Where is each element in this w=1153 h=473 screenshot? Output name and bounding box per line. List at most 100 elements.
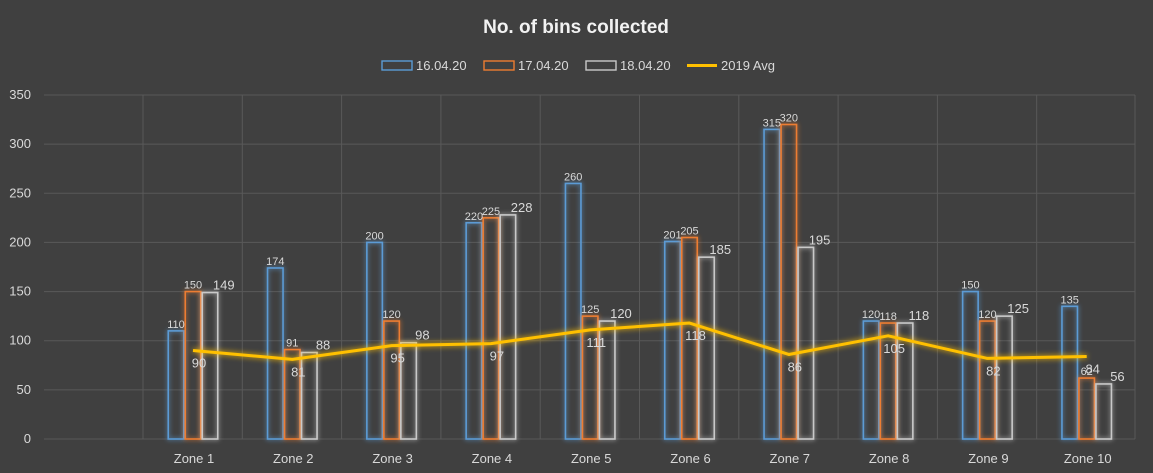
- line-data-label: 97: [490, 349, 504, 364]
- y-tick-label: 250: [9, 185, 31, 200]
- data-label: 120: [382, 309, 400, 321]
- line-data-label: 111: [586, 335, 606, 350]
- bar-17.04.20: [283, 348, 301, 440]
- x-category-label: Zone 10: [1064, 451, 1112, 466]
- data-label: 125: [581, 304, 599, 316]
- data-label: 120: [610, 306, 632, 321]
- data-label: 150: [961, 280, 979, 292]
- legend-item: 16.04.20: [381, 58, 467, 73]
- line-data-label: 86: [788, 359, 802, 374]
- data-label: 91: [286, 338, 298, 350]
- data-label: 118: [908, 308, 929, 323]
- bar-16.04.20: [961, 290, 979, 440]
- bar-16.04.20: [564, 182, 582, 440]
- bar-18.04.20: [1095, 383, 1113, 440]
- y-tick-label: 0: [24, 431, 31, 446]
- bar-16.04.20: [167, 330, 185, 440]
- data-label: 110: [167, 319, 185, 331]
- legend-item: 18.04.20: [585, 58, 671, 73]
- bar-18.04.20: [499, 214, 517, 440]
- data-label: 62: [1081, 366, 1093, 378]
- legend-label: 17.04.20: [518, 58, 569, 73]
- bar-17.04.20: [978, 320, 996, 440]
- data-label: 260: [564, 171, 582, 183]
- data-label: 185: [709, 242, 731, 257]
- y-tick-label: 300: [9, 136, 31, 151]
- data-label: 220: [465, 211, 483, 223]
- x-category-label: Zone 9: [968, 451, 1008, 466]
- legend-swatch: [585, 60, 617, 71]
- bar-17.04.20: [879, 322, 897, 440]
- bar-17.04.20: [184, 290, 202, 440]
- bar-18.04.20: [400, 341, 418, 440]
- bar-18.04.20: [995, 315, 1013, 440]
- data-label: 174: [266, 256, 284, 268]
- x-category-label: Zone 2: [273, 451, 313, 466]
- data-label: 201: [663, 229, 681, 241]
- bar-17.04.20: [383, 320, 401, 440]
- line-data-label: 95: [390, 351, 404, 366]
- data-label: 228: [511, 200, 533, 215]
- bar-16.04.20: [366, 241, 384, 440]
- y-tick-label: 50: [17, 382, 31, 397]
- data-label: 135: [1061, 294, 1079, 306]
- y-tick-label: 150: [9, 284, 31, 299]
- labels-layer: Zone 1 Zone 2 Zone 3 Zone 4 Zone 5 Zone 6 Zone…: [167, 112, 1124, 466]
- data-label: 200: [365, 230, 383, 242]
- line-data-label: 84: [1085, 361, 1099, 376]
- bar-17.04.20: [482, 217, 500, 440]
- data-label: 125: [1007, 301, 1029, 316]
- legend-label: 18.04.20: [620, 58, 671, 73]
- line-2019 Avg: [192, 321, 1087, 361]
- bar-18.04.20: [697, 256, 716, 440]
- legend-swatch: [483, 60, 515, 71]
- bar-17.04.20: [780, 123, 798, 440]
- data-label: 205: [680, 226, 698, 238]
- bar-17.04.20: [1078, 377, 1096, 440]
- x-category-label: Zone 4: [472, 451, 512, 466]
- y-tick-label: 350: [9, 87, 31, 102]
- legend-label: 16.04.20: [416, 58, 467, 73]
- y-tick-label: 200: [9, 234, 31, 249]
- bar-16.04.20: [663, 240, 682, 440]
- x-category-label: Zone 1: [174, 451, 214, 466]
- legend-swatch: [381, 60, 413, 71]
- data-label: 150: [184, 280, 202, 292]
- bar-18.04.20: [797, 246, 815, 440]
- bar-18.04.20: [300, 351, 318, 440]
- line-data-label: 82: [986, 363, 1000, 378]
- data-label: 88: [316, 338, 330, 353]
- line-data-label: 105: [883, 341, 905, 356]
- data-label: 225: [482, 206, 500, 218]
- line-layer: [192, 321, 1087, 361]
- legend-item: 17.04.20: [483, 58, 569, 73]
- data-label: 149: [213, 278, 235, 293]
- bars-layer: [167, 123, 1113, 440]
- x-category-label: Zone 5: [571, 451, 611, 466]
- y-tick-label: 100: [9, 333, 31, 348]
- x-category-label: Zone 8: [869, 451, 909, 466]
- bar-16.04.20: [862, 320, 880, 440]
- bar-16.04.20: [763, 128, 781, 440]
- bar-18.04.20: [896, 322, 914, 440]
- line-data-label: 90: [192, 356, 206, 371]
- bar-16.04.20: [266, 267, 284, 440]
- legend-item: 2019 Avg: [687, 58, 775, 73]
- x-category-label: Zone 7: [770, 451, 810, 466]
- bar-18.04.20: [598, 320, 616, 440]
- bar-17.04.20: [680, 236, 699, 440]
- data-label: 120: [862, 309, 880, 321]
- chart-title: No. of bins collected: [483, 17, 669, 38]
- data-label: 56: [1110, 369, 1124, 384]
- bar-16.04.20: [1061, 305, 1079, 440]
- line-data-label: 81: [291, 364, 305, 379]
- x-category-label: Zone 6: [670, 451, 710, 466]
- legend-label: 2019 Avg: [721, 58, 775, 73]
- data-label: 98: [415, 328, 429, 343]
- x-category-label: Zone 3: [372, 451, 412, 466]
- grid-layer: 0 50 100 150 200 250 300 350: [9, 87, 1136, 446]
- data-label: 320: [780, 112, 798, 124]
- legend: 16.04.20 17.04.20 18.04.20 2019 Avg: [381, 58, 775, 73]
